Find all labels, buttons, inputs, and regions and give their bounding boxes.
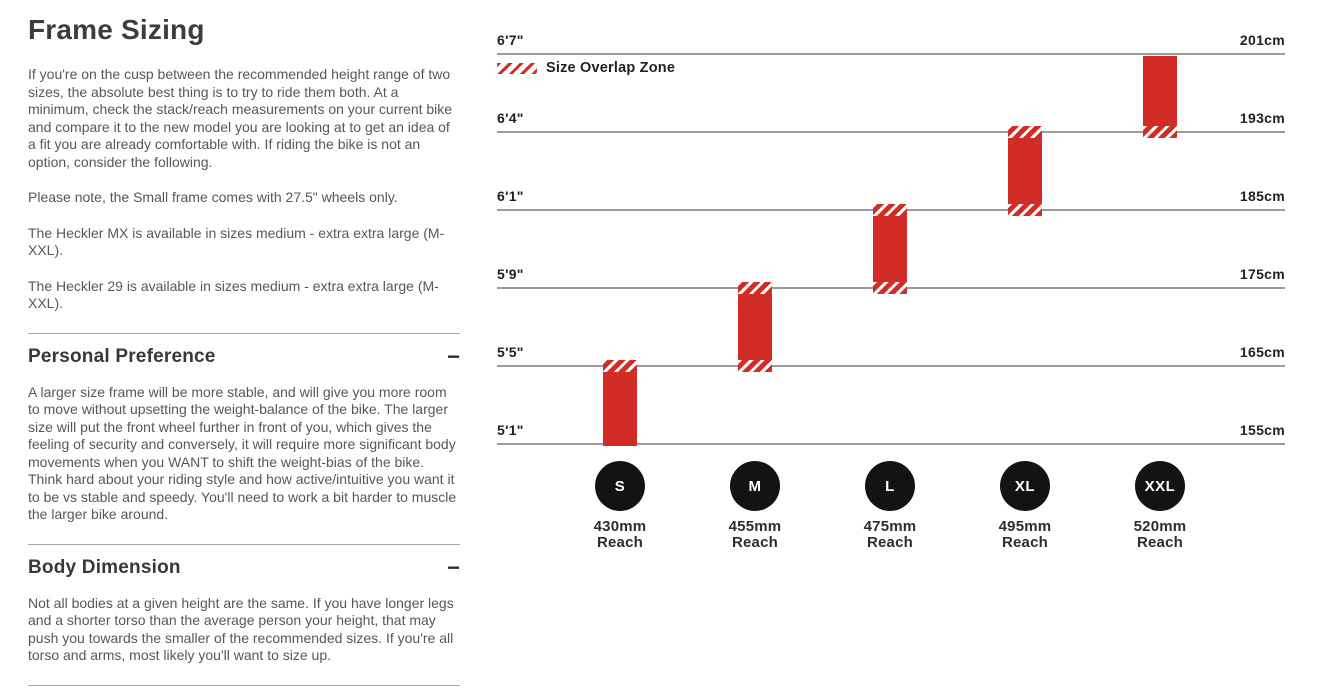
heckler-29-note: The Heckler 29 is available in sizes med…: [28, 277, 439, 312]
overlap-zone-hatch: [873, 204, 907, 216]
reach-label-xxl: 520mm Reach: [1110, 519, 1210, 551]
section-divider: [28, 332, 460, 334]
reach-caption: Reach: [596, 534, 644, 551]
reach-caption: Reach: [1136, 534, 1184, 551]
height-label-metric: 165cm: [1239, 344, 1285, 360]
section-divider: [28, 684, 460, 686]
heckler-mx-note: The Heckler MX is available in sizes med…: [28, 224, 445, 259]
size-range-bar-m: [738, 282, 772, 372]
reach-label-m: 455mm Reach: [705, 519, 805, 551]
reach-value: 455mm: [728, 518, 782, 535]
size-overlap-legend: Size Overlap Zone: [497, 60, 675, 76]
size-range-bar-s: [603, 360, 637, 446]
reach-value: 475mm: [863, 518, 917, 535]
reach-value: 520mm: [1133, 518, 1187, 535]
small-frame-note: Please note, the Small frame comes with …: [28, 189, 398, 205]
overlap-zone-hatch: [873, 282, 907, 294]
size-badge-label: S: [614, 477, 626, 495]
size-range-bar-xxl: [1143, 56, 1177, 138]
section-header-personal-preference[interactable]: Personal Preference −: [28, 343, 460, 369]
personal-preference-body: A larger size frame will be more stable,…: [28, 383, 457, 523]
reach-label-xl: 495mm Reach: [975, 519, 1075, 551]
reach-caption: Reach: [866, 534, 914, 551]
size-badge-label: L: [885, 477, 895, 495]
section-divider: [28, 543, 460, 545]
height-label-metric: 193cm: [1239, 110, 1285, 126]
size-badge-xxl: XXL: [1135, 461, 1185, 511]
frame-size-chart: Size Overlap Zone 6'7" 201cm 6'4" 193cm 6'1"…: [497, 0, 1285, 580]
reach-label-s: 430mm Reach: [570, 519, 670, 551]
legend-label: Size Overlap Zone: [546, 60, 676, 76]
size-badge-l: L: [865, 461, 915, 511]
height-label-metric: 201cm: [1239, 32, 1285, 48]
overlap-zone-hatch: [738, 360, 772, 372]
overlap-zone-hatch: [738, 282, 772, 294]
page-title: Frame Sizing: [28, 14, 205, 45]
overlap-zone-hatch: [1008, 204, 1042, 216]
body-dimension-body: Not all bodies at a given height are the…: [28, 594, 454, 664]
size-badge-label: M: [748, 477, 762, 495]
height-label-imperial: 5'5": [497, 344, 524, 360]
size-badge-m: M: [730, 461, 780, 511]
height-label-imperial: 5'9": [497, 266, 524, 282]
size-range-bar-l: [873, 204, 907, 294]
height-gridline: [497, 443, 1285, 445]
reach-value: 430mm: [593, 518, 647, 535]
reach-caption: Reach: [731, 534, 779, 551]
size-badge-s: S: [595, 461, 645, 511]
height-label-imperial: 5'1": [497, 422, 524, 438]
height-label-metric: 155cm: [1239, 422, 1285, 438]
overlap-zone-hatch: [603, 360, 637, 372]
sizing-info-column: Frame Sizing If you're on the cusp betwe…: [28, 0, 460, 686]
reach-caption: Reach: [1001, 534, 1049, 551]
height-label-imperial: 6'1": [497, 188, 524, 204]
height-gridline: [497, 365, 1285, 367]
height-label-imperial: 6'4": [497, 110, 524, 126]
intro-paragraph: If you're on the cusp between the recomm…: [28, 66, 453, 170]
section-header-body-dimension[interactable]: Body Dimension −: [28, 554, 460, 580]
height-gridline: [497, 53, 1285, 55]
collapse-minus-icon[interactable]: −: [447, 343, 460, 369]
size-range-bar-xl: [1008, 126, 1042, 216]
overlap-zone-hatch: [1143, 126, 1177, 138]
size-badge-label: XXL: [1144, 477, 1176, 495]
size-badge-label: XL: [1014, 477, 1036, 495]
size-badge-xl: XL: [1000, 461, 1050, 511]
section-title-body-dimension: Body Dimension: [28, 556, 181, 578]
height-label-imperial: 6'7": [497, 32, 524, 48]
height-gridline: [497, 131, 1285, 133]
section-title-personal-preference: Personal Preference: [28, 345, 216, 367]
reach-label-l: 475mm Reach: [840, 519, 940, 551]
reach-value: 495mm: [998, 518, 1052, 535]
height-label-metric: 185cm: [1239, 188, 1285, 204]
overlap-zone-hatch: [1008, 126, 1042, 138]
collapse-minus-icon[interactable]: −: [447, 554, 460, 580]
height-label-metric: 175cm: [1239, 266, 1285, 282]
overlap-hatch-swatch-icon: [497, 62, 537, 74]
